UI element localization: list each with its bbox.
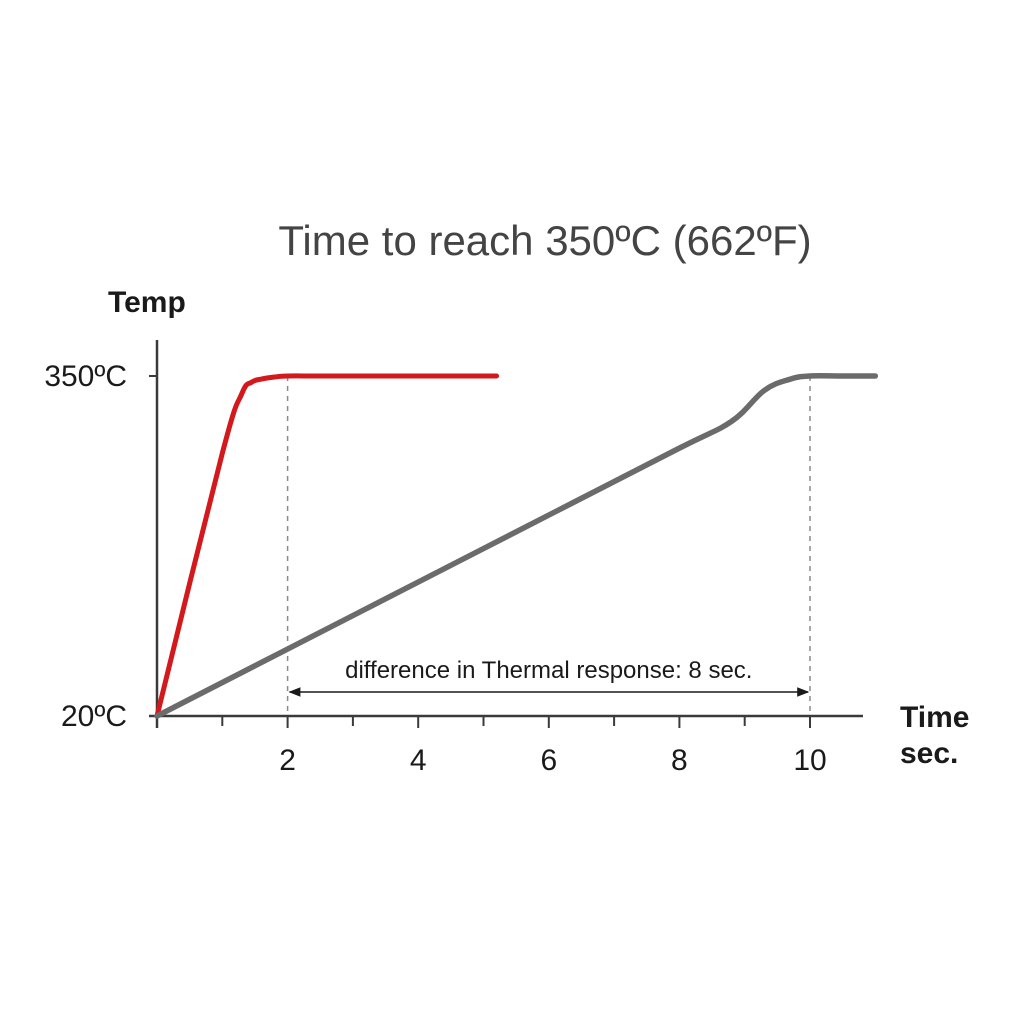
x-tick-label: 10 <box>793 744 826 777</box>
gray-series-line <box>154 373 879 719</box>
difference-annotation: difference in Thermal response: 8 sec. <box>288 657 810 697</box>
x-tick-label: 2 <box>279 744 296 777</box>
y-tick-label: 20ºC <box>61 700 127 733</box>
difference-annotation-text: difference in Thermal response: 8 sec. <box>345 657 752 684</box>
series-lines <box>154 373 879 719</box>
x-axis-label-line2: sec. <box>900 737 958 770</box>
x-tick-label: 8 <box>671 744 688 777</box>
x-tick-label: 4 <box>410 744 427 777</box>
axes <box>149 340 863 728</box>
tick-labels: 2 4 6 8 10 20ºC 350ºC <box>44 360 826 777</box>
y-tick-label: 350ºC <box>44 360 127 393</box>
chart-title: Time to reach 350ºC (662ºF) <box>278 217 811 264</box>
red-series-line <box>154 373 500 719</box>
y-axis-label: Temp <box>108 286 186 319</box>
reference-lines <box>286 376 811 716</box>
x-axis-label-line1: Time <box>900 701 969 734</box>
x-tick-label: 6 <box>540 744 557 777</box>
